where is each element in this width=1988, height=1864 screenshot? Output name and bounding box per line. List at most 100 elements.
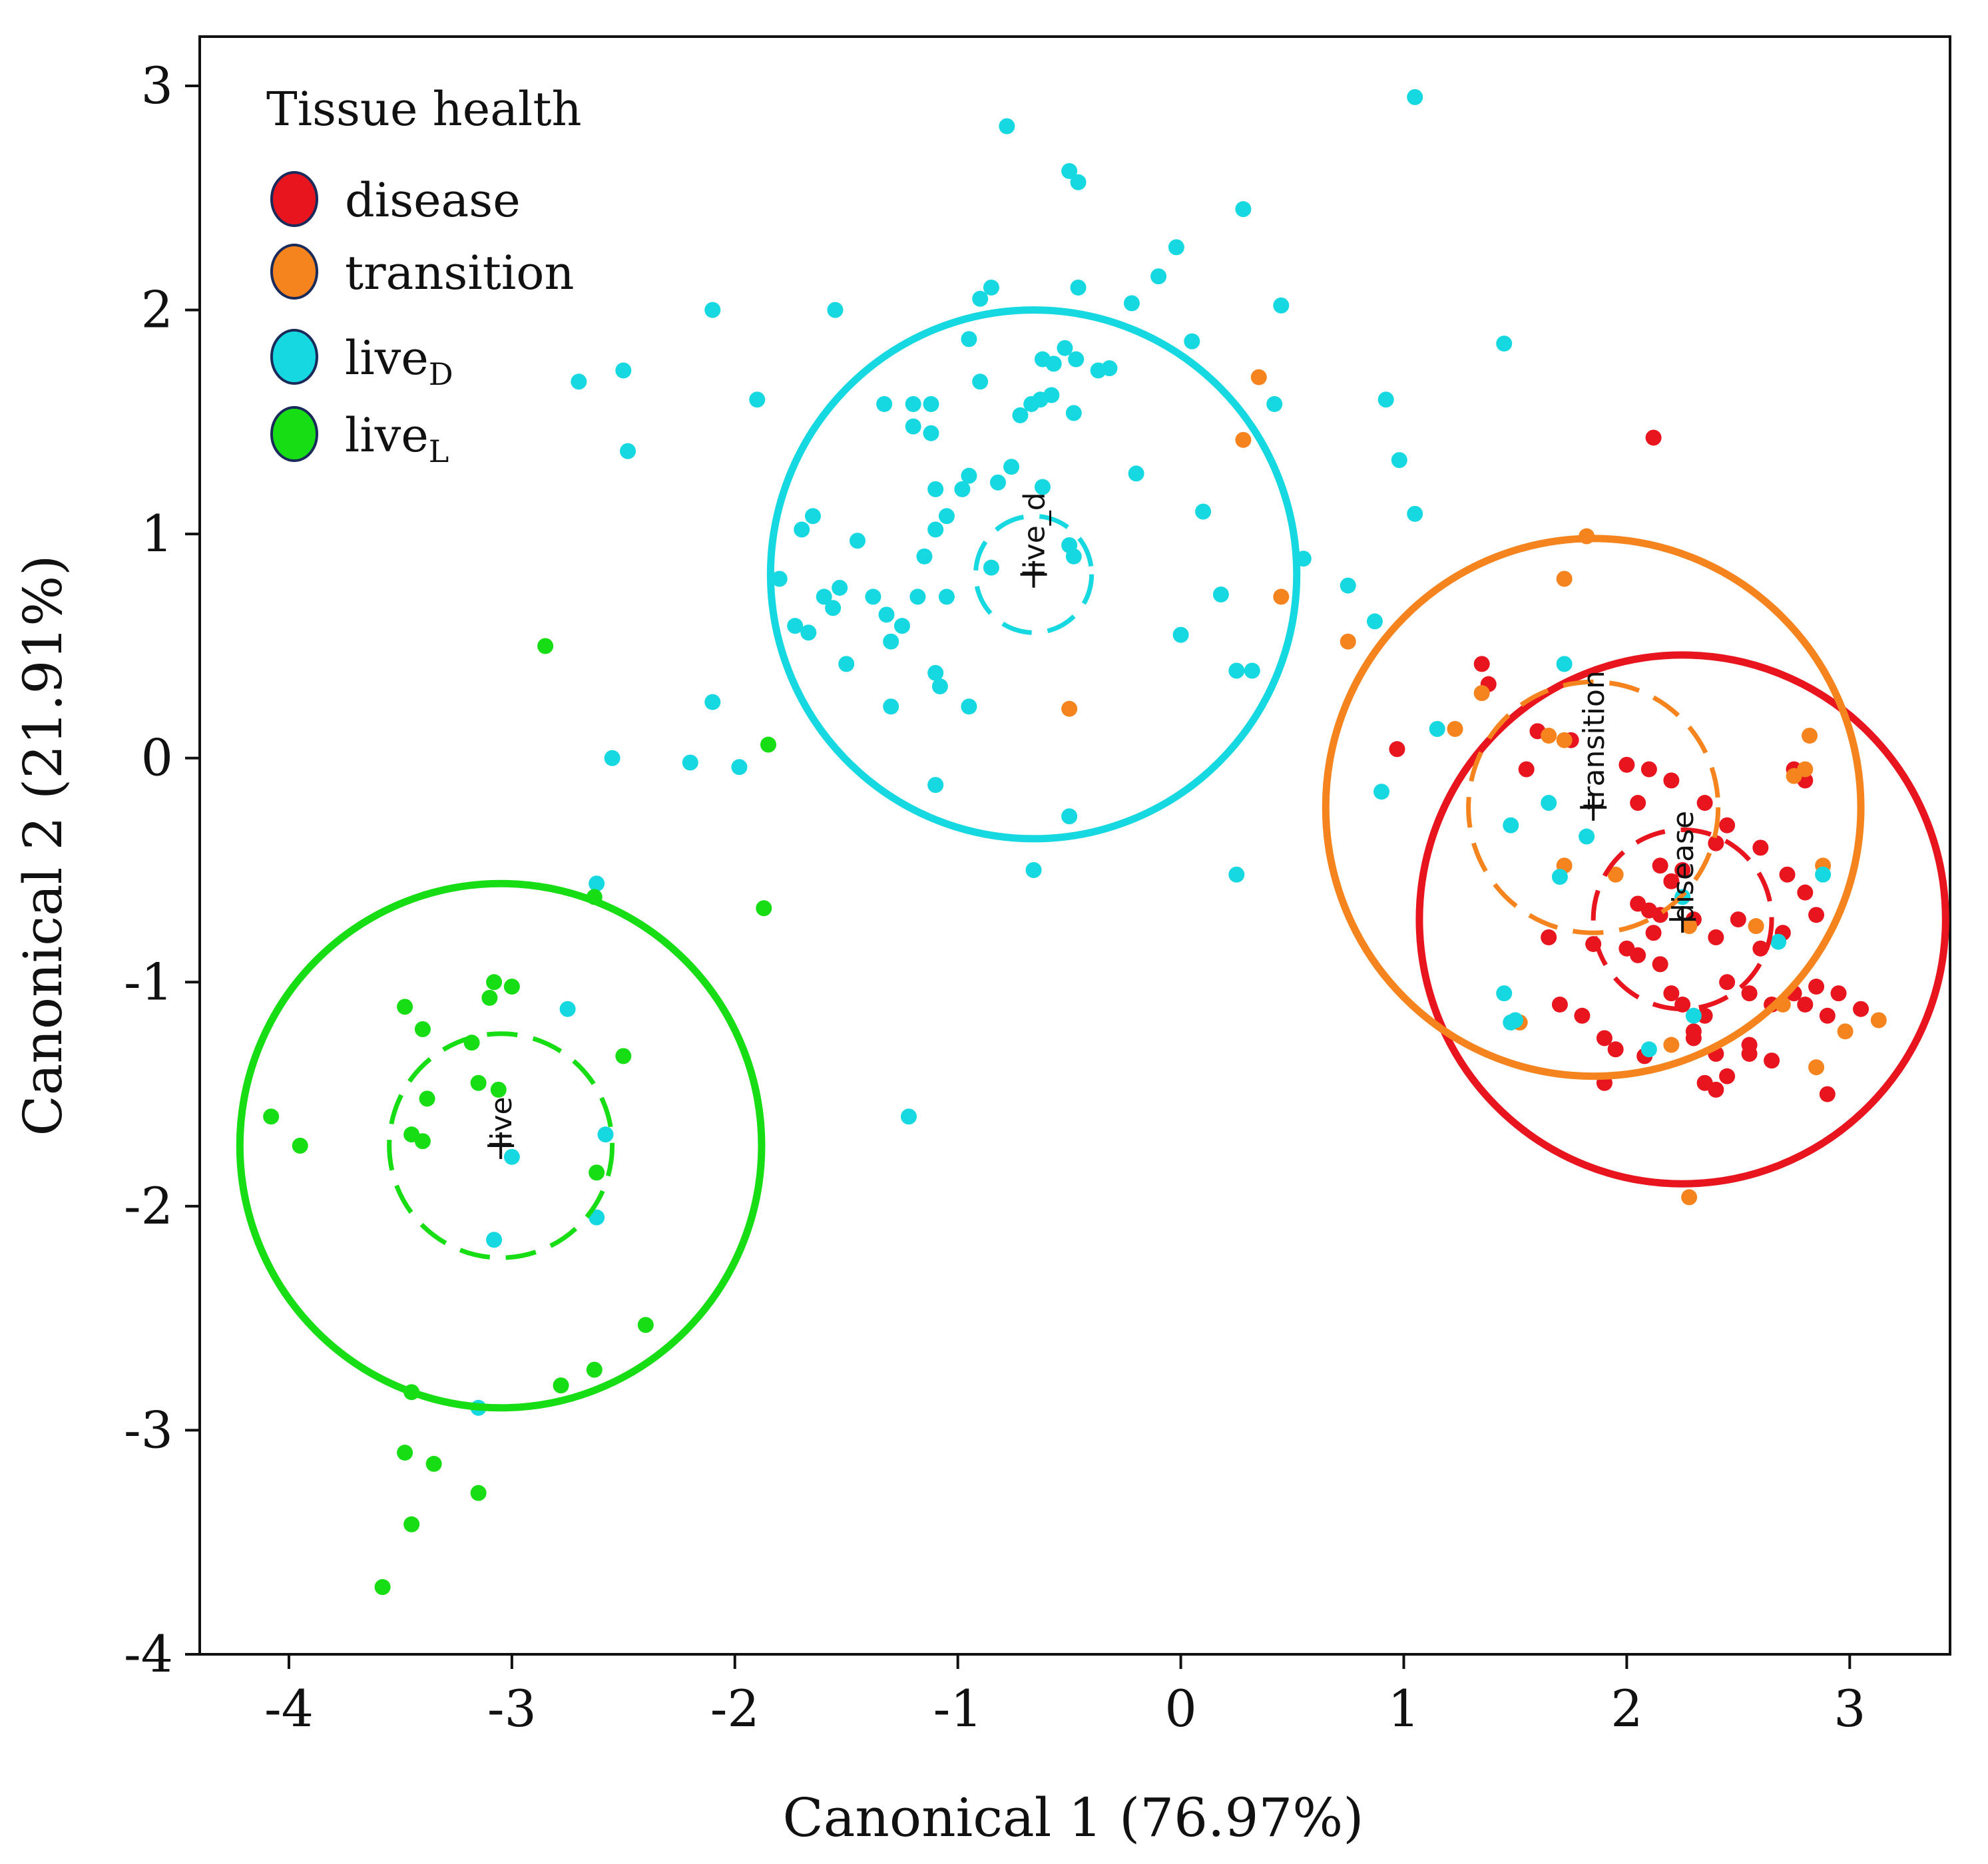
x-tick-label: -4 [264, 1679, 314, 1738]
point-disease [1630, 947, 1646, 963]
point-live_l [586, 1361, 603, 1378]
point-live_d [771, 571, 788, 587]
point-live_d [972, 290, 989, 307]
y-tick-label: 3 [141, 56, 173, 115]
point-live_d [1579, 828, 1595, 845]
point-disease [1808, 979, 1825, 995]
point-disease [1574, 1007, 1591, 1024]
point-live_d [1503, 1014, 1519, 1031]
point-live_d [1503, 817, 1519, 833]
point-transition [1235, 431, 1252, 448]
point-live_l [756, 900, 772, 917]
point-disease [1551, 996, 1568, 1013]
point-live_d [1184, 333, 1200, 350]
point-disease [1719, 974, 1736, 991]
point-live_d [1228, 662, 1245, 679]
centroid-label-transition: transition [1577, 670, 1611, 810]
centroid-label-live_l: live [485, 1096, 519, 1148]
point-live_d [1068, 351, 1085, 367]
point-live_l [481, 989, 498, 1006]
point-live_d [916, 548, 933, 565]
point-live_d [876, 395, 893, 412]
legend-swatch-disease [270, 171, 318, 227]
legend-label-transition: transition [345, 246, 574, 300]
point-disease [1819, 1086, 1836, 1102]
point-live_d [983, 279, 999, 296]
point-live_d [1101, 360, 1118, 377]
point-disease [1764, 1052, 1780, 1069]
inner-circle-disease [1591, 827, 1774, 1012]
point-live_d [1391, 452, 1407, 469]
point-transition [1447, 720, 1463, 737]
point-live_d [1025, 862, 1042, 879]
point-live_d [1228, 866, 1245, 883]
point-live_d [1150, 268, 1167, 285]
point-live_d [1168, 239, 1184, 256]
y-tick-label: 0 [141, 728, 173, 788]
point-disease [1752, 839, 1769, 856]
point-live_d [731, 759, 748, 776]
axes: -4 -3 -2 -1 0 1 2 3 -4 -3 -2 -1 0 1 2 3 [124, 56, 1866, 1738]
point-live_d [1273, 297, 1290, 314]
point-live_d [749, 391, 766, 408]
point-live_d [1407, 89, 1423, 105]
point-live_d [938, 588, 955, 605]
point-disease [1685, 1023, 1702, 1040]
y-tick-label: -1 [124, 952, 173, 1011]
point-live_d [1640, 1041, 1657, 1058]
legend-title: Tissue health [266, 82, 582, 136]
point-disease [1630, 795, 1646, 812]
legend-swatch-live_l [270, 406, 318, 462]
point-live_d [1065, 405, 1082, 421]
point-disease [1645, 925, 1662, 941]
point-transition [1663, 1037, 1680, 1053]
point-live_d [999, 118, 1015, 134]
point-disease [1663, 772, 1680, 789]
point-live_d [571, 373, 587, 390]
point-live_d [1770, 933, 1787, 950]
point-live_d [931, 678, 948, 695]
point-live_d [1065, 548, 1082, 565]
point-live_d [559, 1001, 576, 1017]
point-transition [1808, 1059, 1825, 1076]
point-live_d [927, 521, 944, 538]
point-live_l [589, 1164, 605, 1181]
point-live_d [825, 600, 842, 616]
point-live_d [1043, 387, 1060, 403]
y-tick-label: -2 [124, 1176, 173, 1236]
point-live_l [292, 1137, 308, 1154]
legend-label-disease: disease [345, 173, 521, 228]
point-disease [1708, 835, 1724, 851]
point-transition [1061, 700, 1078, 717]
point-disease [1741, 1037, 1758, 1053]
legend-swatch-live_d [270, 329, 318, 385]
point-live_d [597, 1126, 614, 1143]
centroid-label-disease: disease [1666, 811, 1700, 922]
point-disease [1541, 929, 1557, 945]
point-transition [1250, 369, 1267, 385]
point-disease [1830, 985, 1847, 1002]
point-live_d [1012, 407, 1029, 423]
point-live_d [682, 754, 698, 771]
point-live_d [1235, 201, 1252, 218]
point-disease [1696, 795, 1713, 812]
point-live_l [537, 638, 554, 654]
point-live_l [425, 1455, 442, 1472]
point-live_l [397, 999, 413, 1015]
point-live_d [589, 875, 605, 892]
point-live_l [263, 1108, 280, 1125]
y-tick-label: -4 [124, 1624, 173, 1684]
point-live_d [923, 395, 939, 412]
point-disease [1719, 1068, 1736, 1084]
point-live_d [1128, 465, 1144, 482]
point-live_d [878, 606, 895, 623]
point-live_d [1496, 985, 1513, 1002]
inner-circle-transition [1466, 679, 1721, 935]
point-live_l [490, 1081, 507, 1098]
point-live_d [1057, 340, 1073, 356]
point-transition [1556, 732, 1573, 748]
point-transition [1837, 1023, 1854, 1040]
point-live_d [1366, 613, 1383, 630]
point-live_d [1003, 459, 1020, 475]
point-live_d [909, 588, 926, 605]
